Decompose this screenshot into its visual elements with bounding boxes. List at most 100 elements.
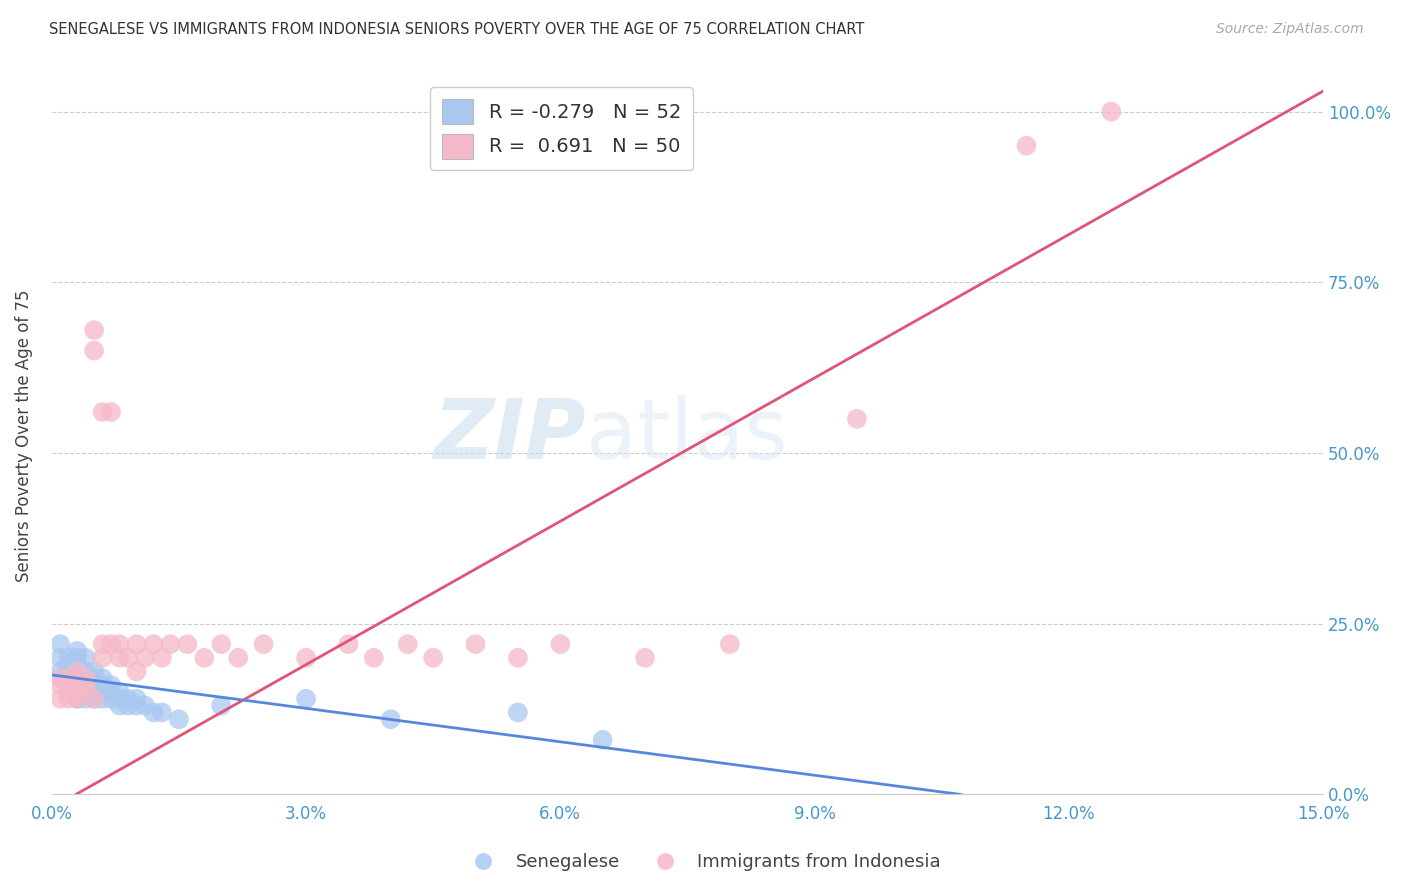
Text: SENEGALESE VS IMMIGRANTS FROM INDONESIA SENIORS POVERTY OVER THE AGE OF 75 CORRE: SENEGALESE VS IMMIGRANTS FROM INDONESIA … <box>49 22 865 37</box>
Point <box>117 698 139 713</box>
Point <box>142 637 165 651</box>
Point <box>91 678 114 692</box>
Point <box>75 671 97 685</box>
Point <box>83 691 105 706</box>
Point <box>75 685 97 699</box>
Point <box>167 712 190 726</box>
Point <box>380 712 402 726</box>
Point <box>83 685 105 699</box>
Point <box>125 698 148 713</box>
Point <box>66 691 89 706</box>
Point <box>83 691 105 706</box>
Point <box>108 691 131 706</box>
Point <box>226 650 249 665</box>
Point <box>125 637 148 651</box>
Legend: Senegalese, Immigrants from Indonesia: Senegalese, Immigrants from Indonesia <box>458 847 948 879</box>
Point <box>718 637 741 651</box>
Point <box>49 678 72 692</box>
Point <box>49 691 72 706</box>
Point <box>1015 138 1038 153</box>
Point <box>176 637 198 651</box>
Point <box>66 657 89 672</box>
Point <box>83 665 105 679</box>
Point <box>91 650 114 665</box>
Point <box>125 665 148 679</box>
Point <box>125 691 148 706</box>
Point <box>83 343 105 358</box>
Point <box>66 678 89 692</box>
Text: ZIP: ZIP <box>433 395 586 476</box>
Point <box>396 637 419 651</box>
Point <box>100 678 122 692</box>
Point <box>108 685 131 699</box>
Point <box>634 650 657 665</box>
Point <box>159 637 181 651</box>
Y-axis label: Seniors Poverty Over the Age of 75: Seniors Poverty Over the Age of 75 <box>15 290 32 582</box>
Point <box>134 650 156 665</box>
Point <box>66 665 89 679</box>
Point <box>117 650 139 665</box>
Point <box>58 671 80 685</box>
Point <box>58 665 80 679</box>
Point <box>846 412 869 426</box>
Point <box>49 671 72 685</box>
Point <box>108 637 131 651</box>
Point <box>1099 104 1122 119</box>
Point <box>209 698 232 713</box>
Point <box>49 671 72 685</box>
Point <box>193 650 215 665</box>
Point <box>83 685 105 699</box>
Text: atlas: atlas <box>586 395 787 476</box>
Point <box>75 678 97 692</box>
Point <box>58 657 80 672</box>
Point <box>100 405 122 419</box>
Point <box>66 678 89 692</box>
Point <box>75 685 97 699</box>
Point <box>108 698 131 713</box>
Legend: R = -0.279   N = 52, R =  0.691   N = 50: R = -0.279 N = 52, R = 0.691 N = 50 <box>430 87 693 170</box>
Point <box>506 706 529 720</box>
Point <box>66 678 89 692</box>
Point <box>66 644 89 658</box>
Point <box>91 405 114 419</box>
Point <box>75 650 97 665</box>
Point <box>66 671 89 685</box>
Point <box>295 691 318 706</box>
Point <box>150 650 173 665</box>
Point <box>49 665 72 679</box>
Point <box>100 685 122 699</box>
Point <box>91 691 114 706</box>
Point <box>91 637 114 651</box>
Point <box>506 650 529 665</box>
Point <box>150 706 173 720</box>
Point <box>91 685 114 699</box>
Point <box>295 650 318 665</box>
Point <box>75 691 97 706</box>
Point <box>100 691 122 706</box>
Point <box>49 650 72 665</box>
Point <box>83 678 105 692</box>
Point <box>422 650 444 665</box>
Text: Source: ZipAtlas.com: Source: ZipAtlas.com <box>1216 22 1364 37</box>
Point <box>108 650 131 665</box>
Point <box>75 665 97 679</box>
Point <box>58 671 80 685</box>
Point <box>253 637 276 651</box>
Point <box>58 678 80 692</box>
Point <box>66 691 89 706</box>
Point <box>142 706 165 720</box>
Point <box>83 323 105 337</box>
Point <box>91 671 114 685</box>
Point <box>58 691 80 706</box>
Point <box>592 732 614 747</box>
Point <box>58 678 80 692</box>
Point <box>58 685 80 699</box>
Point <box>75 671 97 685</box>
Point <box>100 637 122 651</box>
Point <box>117 691 139 706</box>
Point <box>75 678 97 692</box>
Point <box>66 671 89 685</box>
Point <box>66 650 89 665</box>
Point <box>49 637 72 651</box>
Point <box>66 685 89 699</box>
